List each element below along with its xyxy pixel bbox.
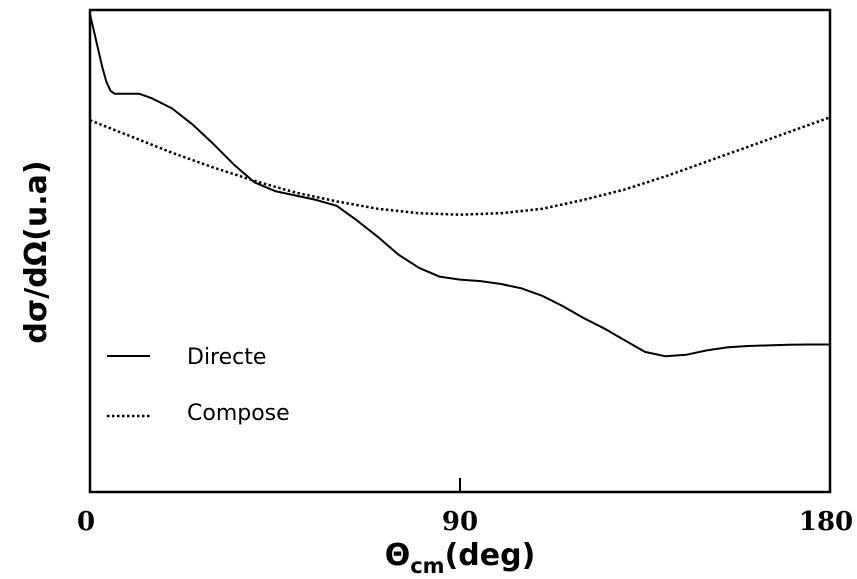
x-tick-label-0: 0	[77, 507, 95, 537]
y-axis-title: dσ/dΩ(u.a)	[19, 160, 54, 343]
x-axis-title-subscript: cm	[410, 554, 444, 578]
legend-label-directe: Directe	[187, 345, 266, 370]
series-line-directe	[90, 13, 830, 358]
x-tick-label-90: 90	[442, 507, 478, 537]
series-line-compose	[90, 116, 830, 216]
legend-label-compose: Compose	[187, 401, 290, 426]
x-tick-labels: 0 90 180	[77, 507, 853, 537]
series-layer	[90, 13, 830, 358]
legend: Directe Compose	[107, 345, 290, 426]
x-axis-title: Θcm(deg)	[385, 538, 536, 578]
x-tick-label-180: 180	[799, 507, 853, 537]
x-axis-title-symbol: Θ	[385, 538, 411, 573]
x-axis-title-unit: (deg)	[445, 538, 536, 573]
